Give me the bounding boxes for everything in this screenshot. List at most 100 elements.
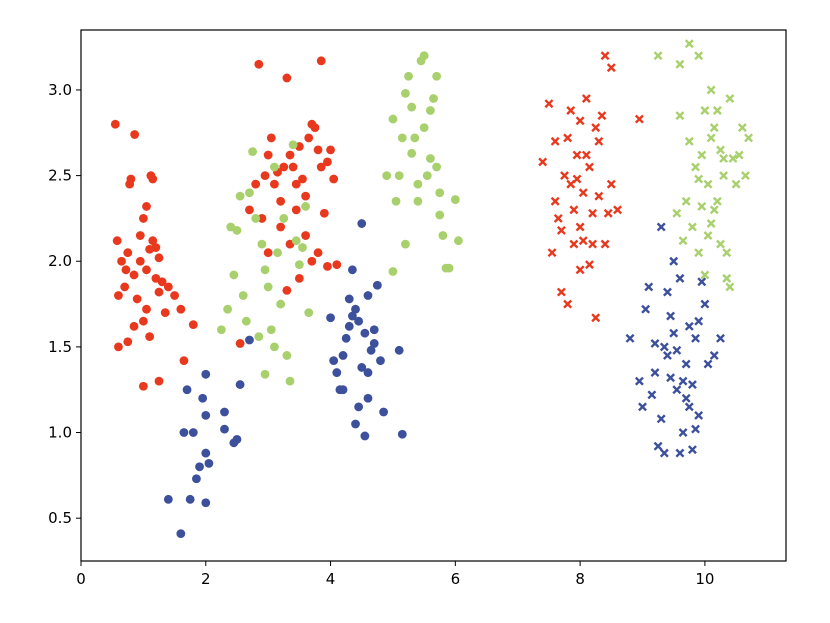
point-s1-17 [232,434,242,444]
point-s0-71 [291,205,301,215]
point-s0-24 [154,287,164,297]
point-s5-15 [700,270,710,280]
point-s1-42 [363,291,373,300]
point-s0-23 [145,332,155,342]
point-s2-16 [270,162,279,172]
point-s0-30 [138,381,148,391]
point-s0-50 [279,162,289,172]
point-s4-14 [675,448,685,458]
point-s2-31 [388,114,398,124]
point-s5-28 [672,208,682,218]
point-s1-45 [397,429,407,439]
point-s0-75 [294,273,304,283]
point-s0-7 [123,248,133,258]
point-s1-20 [326,313,335,323]
point-s5-24 [700,106,710,115]
point-s2-43 [425,106,435,115]
point-s2-27 [304,308,314,318]
point-s3-32 [572,174,582,184]
point-s0-39 [160,308,170,318]
point-s4-36 [672,345,682,355]
point-s2-45 [432,71,442,81]
point-s5-30 [734,150,744,160]
point-s0-9 [135,231,145,240]
point-s1-33 [360,431,370,441]
point-s0-14 [148,174,158,184]
point-s1-46 [338,385,348,395]
point-s1-43 [369,325,379,335]
point-s0-0 [110,119,120,129]
point-s2-13 [260,265,270,275]
point-s2-41 [419,51,429,61]
series-0 [110,56,342,391]
point-s3-17 [591,313,601,323]
point-s0-33 [120,282,130,292]
point-s4-8 [656,414,666,424]
point-s2-32 [391,196,401,206]
point-s2-52 [425,154,435,163]
point-s1-32 [360,328,370,338]
point-s2-23 [291,236,301,246]
point-s5-7 [725,94,735,103]
y-tick-label-3: 2.0 [48,252,72,270]
point-s0-61 [313,145,323,155]
point-s0-29 [179,356,189,365]
series-4 [625,222,725,458]
point-s4-4 [644,282,654,292]
point-s5-21 [725,282,735,292]
point-s2-56 [388,267,398,276]
point-s5-22 [678,236,688,246]
point-s0-54 [291,179,301,189]
point-s2-4 [232,226,242,235]
point-s1-28 [351,304,360,314]
point-s1-8 [198,393,208,403]
point-s4-24 [709,351,719,360]
point-s3-39 [606,179,616,189]
point-s1-13 [204,458,214,468]
point-s0-3 [121,265,131,275]
point-s1-22 [332,368,342,377]
point-s1-24 [338,351,348,360]
point-s2-18 [276,299,286,309]
point-s5-5 [712,106,722,115]
point-s2-36 [404,71,413,81]
point-s2-47 [438,231,448,240]
point-s1-30 [354,402,364,412]
point-s2-10 [251,214,261,223]
point-s1-19 [245,335,254,345]
point-s3-0 [538,157,548,167]
point-s4-18 [687,445,697,455]
point-s0-40 [235,339,245,348]
point-s0-34 [129,270,139,280]
point-s0-31 [154,376,164,386]
point-s4-13 [672,385,682,395]
point-s3-33 [566,106,576,115]
point-s0-18 [114,342,123,352]
point-s0-26 [170,291,179,300]
point-s1-31 [357,363,367,372]
point-s4-38 [684,402,694,412]
point-s5-29 [703,231,713,240]
point-s3-2 [547,248,557,258]
point-s0-5 [126,174,136,184]
point-s1-0 [163,494,173,504]
point-s3-31 [581,150,591,160]
series-1 [163,219,407,538]
point-s1-26 [344,321,354,331]
point-s5-17 [706,133,716,143]
chart-marks [110,39,754,538]
point-s3-28 [578,236,588,246]
point-s3-29 [588,239,598,249]
point-s2-50 [450,195,460,204]
point-s2-25 [298,243,307,252]
point-s0-78 [276,222,286,232]
y-tick-label-1: 1.0 [48,424,72,442]
point-s0-27 [176,304,186,314]
point-s0-51 [282,73,292,83]
point-s1-12 [201,369,211,379]
point-s3-12 [575,265,585,275]
point-s1-40 [357,219,367,228]
point-s4-1 [634,376,644,386]
point-s0-77 [257,214,267,223]
point-s3-14 [581,94,591,103]
